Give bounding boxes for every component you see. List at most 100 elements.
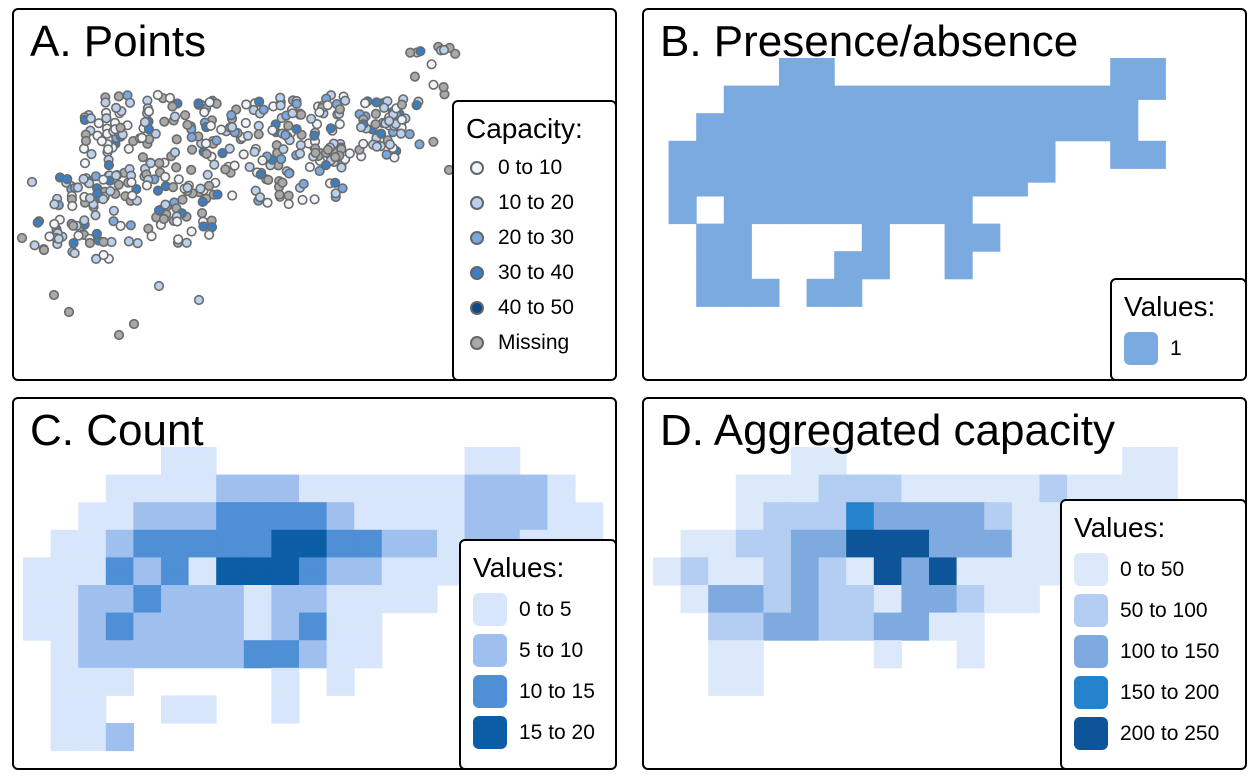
raster-cell: [984, 502, 1013, 517]
raster-cell: [999, 113, 1028, 128]
raster-cell: [547, 516, 576, 531]
raster-cell: [326, 529, 355, 545]
raster-cell: [901, 612, 930, 627]
raster-cell: [972, 237, 1001, 252]
raster-cell: [861, 182, 890, 197]
point-marker: [396, 114, 408, 125]
raster-cell: [929, 585, 958, 600]
point-marker: [304, 161, 316, 173]
raster-cell: [1110, 127, 1139, 142]
raster-cell: [861, 251, 890, 266]
raster-cell: [901, 474, 930, 489]
raster-cell: [818, 516, 847, 531]
raster-cell: [806, 154, 835, 169]
raster-cell: [78, 543, 107, 558]
point-marker: [168, 182, 179, 193]
raster-cell: [216, 488, 245, 503]
raster-cell: [78, 529, 107, 545]
point-marker: [16, 232, 28, 244]
raster-cell: [161, 571, 190, 586]
raster-cell: [901, 516, 930, 531]
raster-cell: [929, 543, 958, 558]
raster-cell: [818, 585, 847, 600]
raster-cell: [271, 654, 300, 669]
raster-cell: [161, 695, 190, 710]
raster-cell: [861, 196, 890, 211]
legend-item: 30 to 40: [466, 255, 603, 290]
point-marker: [212, 189, 223, 200]
raster-cell: [735, 474, 764, 489]
point-marker: [438, 81, 449, 93]
raster-cell: [846, 516, 875, 531]
raster-cell: [889, 196, 918, 211]
raster-cell: [105, 667, 134, 683]
raster-cell: [901, 585, 930, 600]
raster-cell: [188, 640, 217, 655]
raster-cell: [299, 543, 328, 558]
raster-cell: [216, 529, 245, 545]
raster-cell: [818, 447, 847, 462]
point-marker: [255, 169, 266, 180]
raster-cell: [944, 265, 973, 280]
raster-cell: [696, 265, 725, 280]
raster-cell: [873, 598, 902, 614]
point-marker: [216, 124, 227, 135]
point-marker: [123, 143, 134, 154]
raster-cell: [901, 502, 930, 517]
point-marker: [405, 47, 416, 58]
raster-cell: [299, 626, 328, 641]
point-marker: [211, 135, 222, 146]
raster-cell: [271, 529, 300, 545]
point-marker: [79, 158, 91, 169]
raster-cell: [161, 543, 190, 558]
raster-cell: [492, 460, 521, 476]
point-marker: [167, 101, 178, 112]
raster-cell: [1027, 140, 1056, 156]
raster-cell: [956, 626, 985, 641]
point-marker: [100, 97, 111, 108]
legend-item: 10 to 15: [473, 671, 603, 712]
raster-cell: [779, 168, 808, 183]
raster-cell: [1110, 154, 1139, 169]
raster-cell: [299, 529, 328, 545]
raster-cell: [271, 709, 300, 724]
point-marker: [249, 146, 260, 157]
point-marker: [371, 97, 382, 108]
raster-cell: [1039, 488, 1068, 503]
raster-cell: [271, 612, 300, 627]
point-marker: [113, 179, 124, 190]
raster-cell: [723, 85, 752, 100]
point-marker: [240, 117, 251, 129]
raster-cell: [216, 571, 245, 586]
raster-cell: [105, 626, 134, 641]
raster-cell: [999, 85, 1028, 100]
raster-cell: [23, 626, 52, 641]
raster-cell: [354, 529, 383, 545]
raster-cell: [972, 127, 1001, 142]
point-marker: [180, 110, 191, 121]
raster-cell: [464, 474, 493, 489]
raster-cell: [944, 99, 973, 114]
raster-cell: [216, 557, 245, 572]
point-marker: [198, 221, 209, 232]
raster-cell: [791, 447, 820, 462]
raster-cell: [133, 640, 162, 655]
point-marker: [98, 174, 109, 185]
raster-cell: [956, 516, 985, 531]
legend-item: 5 to 10: [473, 630, 603, 671]
raster-cell: [889, 140, 918, 156]
raster-cell: [437, 571, 466, 586]
raster-cell: [1027, 99, 1056, 114]
raster-cell: [299, 585, 328, 600]
raster-cell: [791, 585, 820, 600]
point-marker: [395, 128, 407, 139]
raster-cell: [133, 612, 162, 627]
point-marker: [127, 190, 138, 201]
raster-cell: [791, 488, 820, 503]
raster-cell: [763, 598, 792, 614]
point-marker: [426, 59, 437, 70]
point-marker: [200, 138, 212, 149]
raster-cell: [846, 488, 875, 503]
raster-cell: [78, 502, 107, 517]
raster-cell: [723, 278, 752, 294]
